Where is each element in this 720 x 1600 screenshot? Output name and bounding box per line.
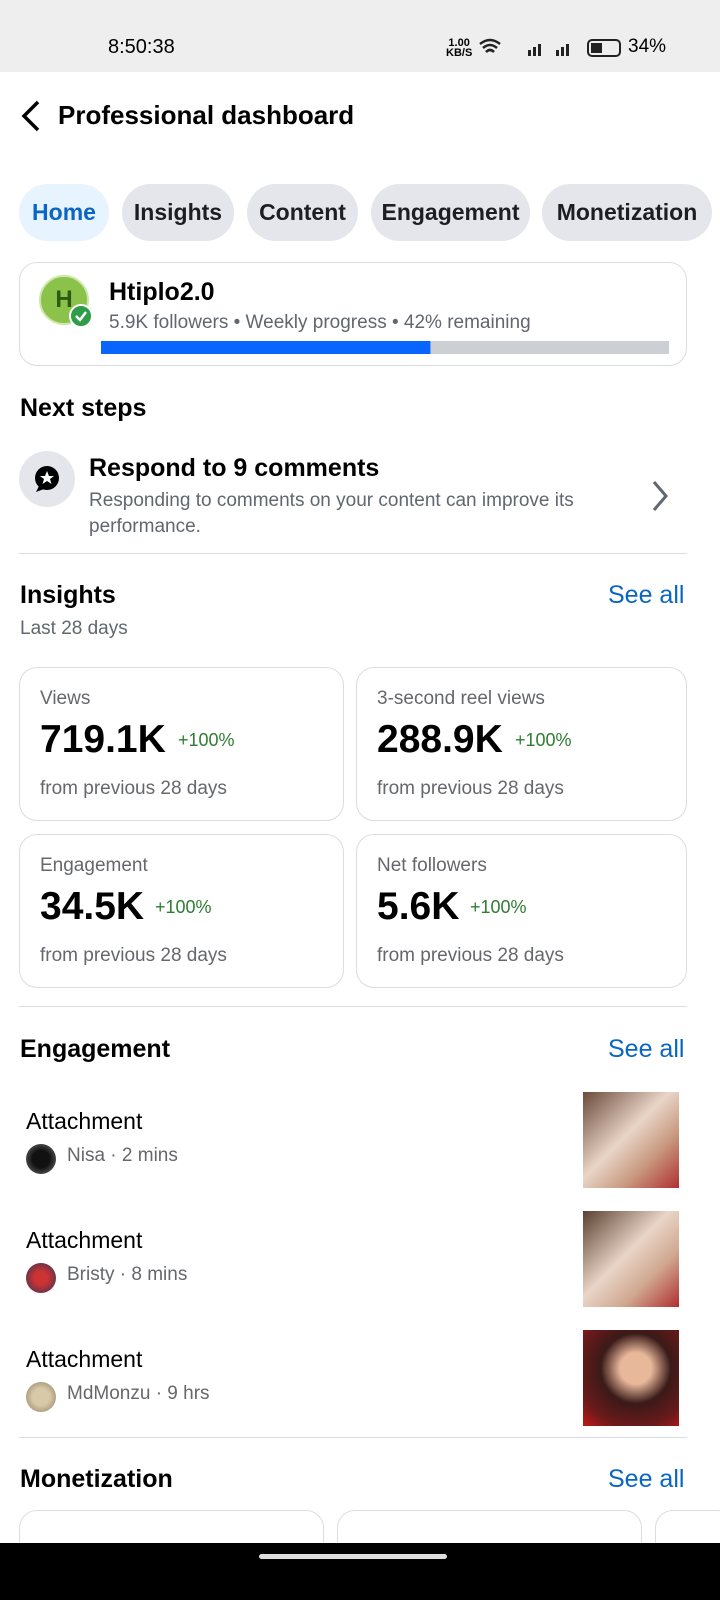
- metric-value: 288.9K: [377, 718, 503, 761]
- divider: [19, 553, 687, 554]
- metric-card[interactable]: Engagement 34.5K +100% from previous 28 …: [19, 834, 344, 988]
- net-speed-unit: KB/S: [446, 47, 473, 59]
- metric-note: from previous 28 days: [40, 778, 227, 799]
- section-title: Insights: [20, 581, 116, 609]
- user-avatar: [26, 1263, 56, 1293]
- item-meta: MdMonzu · 9 hrs: [67, 1383, 210, 1404]
- progress-fill: [101, 341, 431, 354]
- progress-bar: [101, 341, 669, 354]
- net-speed: 1.00 KB/S: [446, 37, 473, 59]
- back-button[interactable]: [18, 98, 48, 134]
- metric-label: Views: [40, 688, 91, 709]
- tab[interactable]: Insights: [122, 184, 234, 241]
- thumbnail: [583, 1211, 679, 1307]
- tab[interactable]: Content: [247, 184, 358, 241]
- page-title: Professional dashboard: [58, 100, 355, 130]
- metric-note: from previous 28 days: [377, 778, 564, 799]
- metric-label: Net followers: [377, 855, 487, 876]
- metric-change: +100%: [178, 730, 235, 750]
- metric-value: 34.5K: [40, 885, 145, 928]
- profile-name: Htiplo2.0: [109, 278, 215, 306]
- status-bar: 8:50:38 1.00 KB/S 34%: [0, 0, 720, 72]
- see-all[interactable]: See all: [608, 1465, 685, 1493]
- comment-icon: [19, 451, 75, 507]
- see-all[interactable]: See all: [608, 1035, 685, 1063]
- engagement-item[interactable]: Attachment Bristy · 8 mins: [0, 1209, 720, 1309]
- next-step-item[interactable]: Respond to 9 comments Responding to comm…: [0, 440, 720, 550]
- section-title: Monetization: [20, 1465, 173, 1493]
- battery: 34%: [628, 36, 667, 57]
- divider: [19, 1437, 687, 1438]
- thumbnail: [583, 1092, 679, 1188]
- verified-badge: [69, 304, 93, 328]
- metric-change: +100%: [470, 897, 527, 917]
- item-title: Attachment: [26, 1108, 143, 1134]
- user-avatar: [26, 1382, 56, 1412]
- metric-label: Engagement: [40, 855, 148, 876]
- metric-label: 3-second reel views: [377, 688, 545, 709]
- thumbnail: [583, 1330, 679, 1426]
- status-icons: [479, 38, 621, 57]
- metric-note: from previous 28 days: [40, 945, 227, 966]
- engagement-item[interactable]: Attachment MdMonzu · 9 hrs: [0, 1328, 720, 1428]
- chevron: [652, 481, 668, 511]
- metric-change: +100%: [515, 730, 572, 750]
- tabs: Home Insights Content Engagement Monetiz…: [0, 0, 720, 260]
- metric-change: +100%: [155, 897, 212, 917]
- time: 8:50:38: [108, 36, 175, 58]
- metric-value: 5.6K: [377, 885, 460, 928]
- metric-card[interactable]: 3-second reel views 288.9K +100% from pr…: [356, 667, 687, 821]
- user-avatar: [26, 1144, 56, 1174]
- tab[interactable]: Monetization: [542, 184, 712, 241]
- home-handle[interactable]: [259, 1554, 447, 1559]
- see-all[interactable]: See all: [608, 581, 685, 609]
- section-title: Next steps: [20, 394, 147, 422]
- item-title: Attachment: [26, 1346, 143, 1372]
- metric-value: 719.1K: [40, 718, 166, 761]
- item-title: Attachment: [26, 1227, 143, 1253]
- nav-bar: [0, 1543, 720, 1600]
- item-meta: Nisa · 2 mins: [67, 1145, 178, 1166]
- profile-card[interactable]: H Htiplo2.0 5.9K followers • Weekly prog…: [19, 262, 687, 366]
- step-text: Responding to comments on your content c…: [89, 490, 574, 537]
- section-title: Engagement: [20, 1035, 171, 1063]
- profile-subtitle: 5.9K followers • Weekly progress • 42% r…: [109, 312, 531, 333]
- tab[interactable]: Home: [19, 184, 109, 241]
- divider: [19, 1006, 687, 1007]
- net-speed-value: 1.00: [448, 37, 470, 49]
- metric-note: from previous 28 days: [377, 945, 564, 966]
- period: Last 28 days: [20, 618, 128, 639]
- tab[interactable]: Engagement: [371, 184, 530, 241]
- metric-card[interactable]: Views 719.1K +100% from previous 28 days: [19, 667, 344, 821]
- engagement-item[interactable]: Attachment Nisa · 2 mins: [0, 1090, 720, 1190]
- step-title: Respond to 9 comments: [89, 454, 380, 482]
- metric-card[interactable]: Net followers 5.6K +100% from previous 2…: [356, 834, 687, 988]
- item-meta: Bristy · 8 mins: [67, 1264, 188, 1285]
